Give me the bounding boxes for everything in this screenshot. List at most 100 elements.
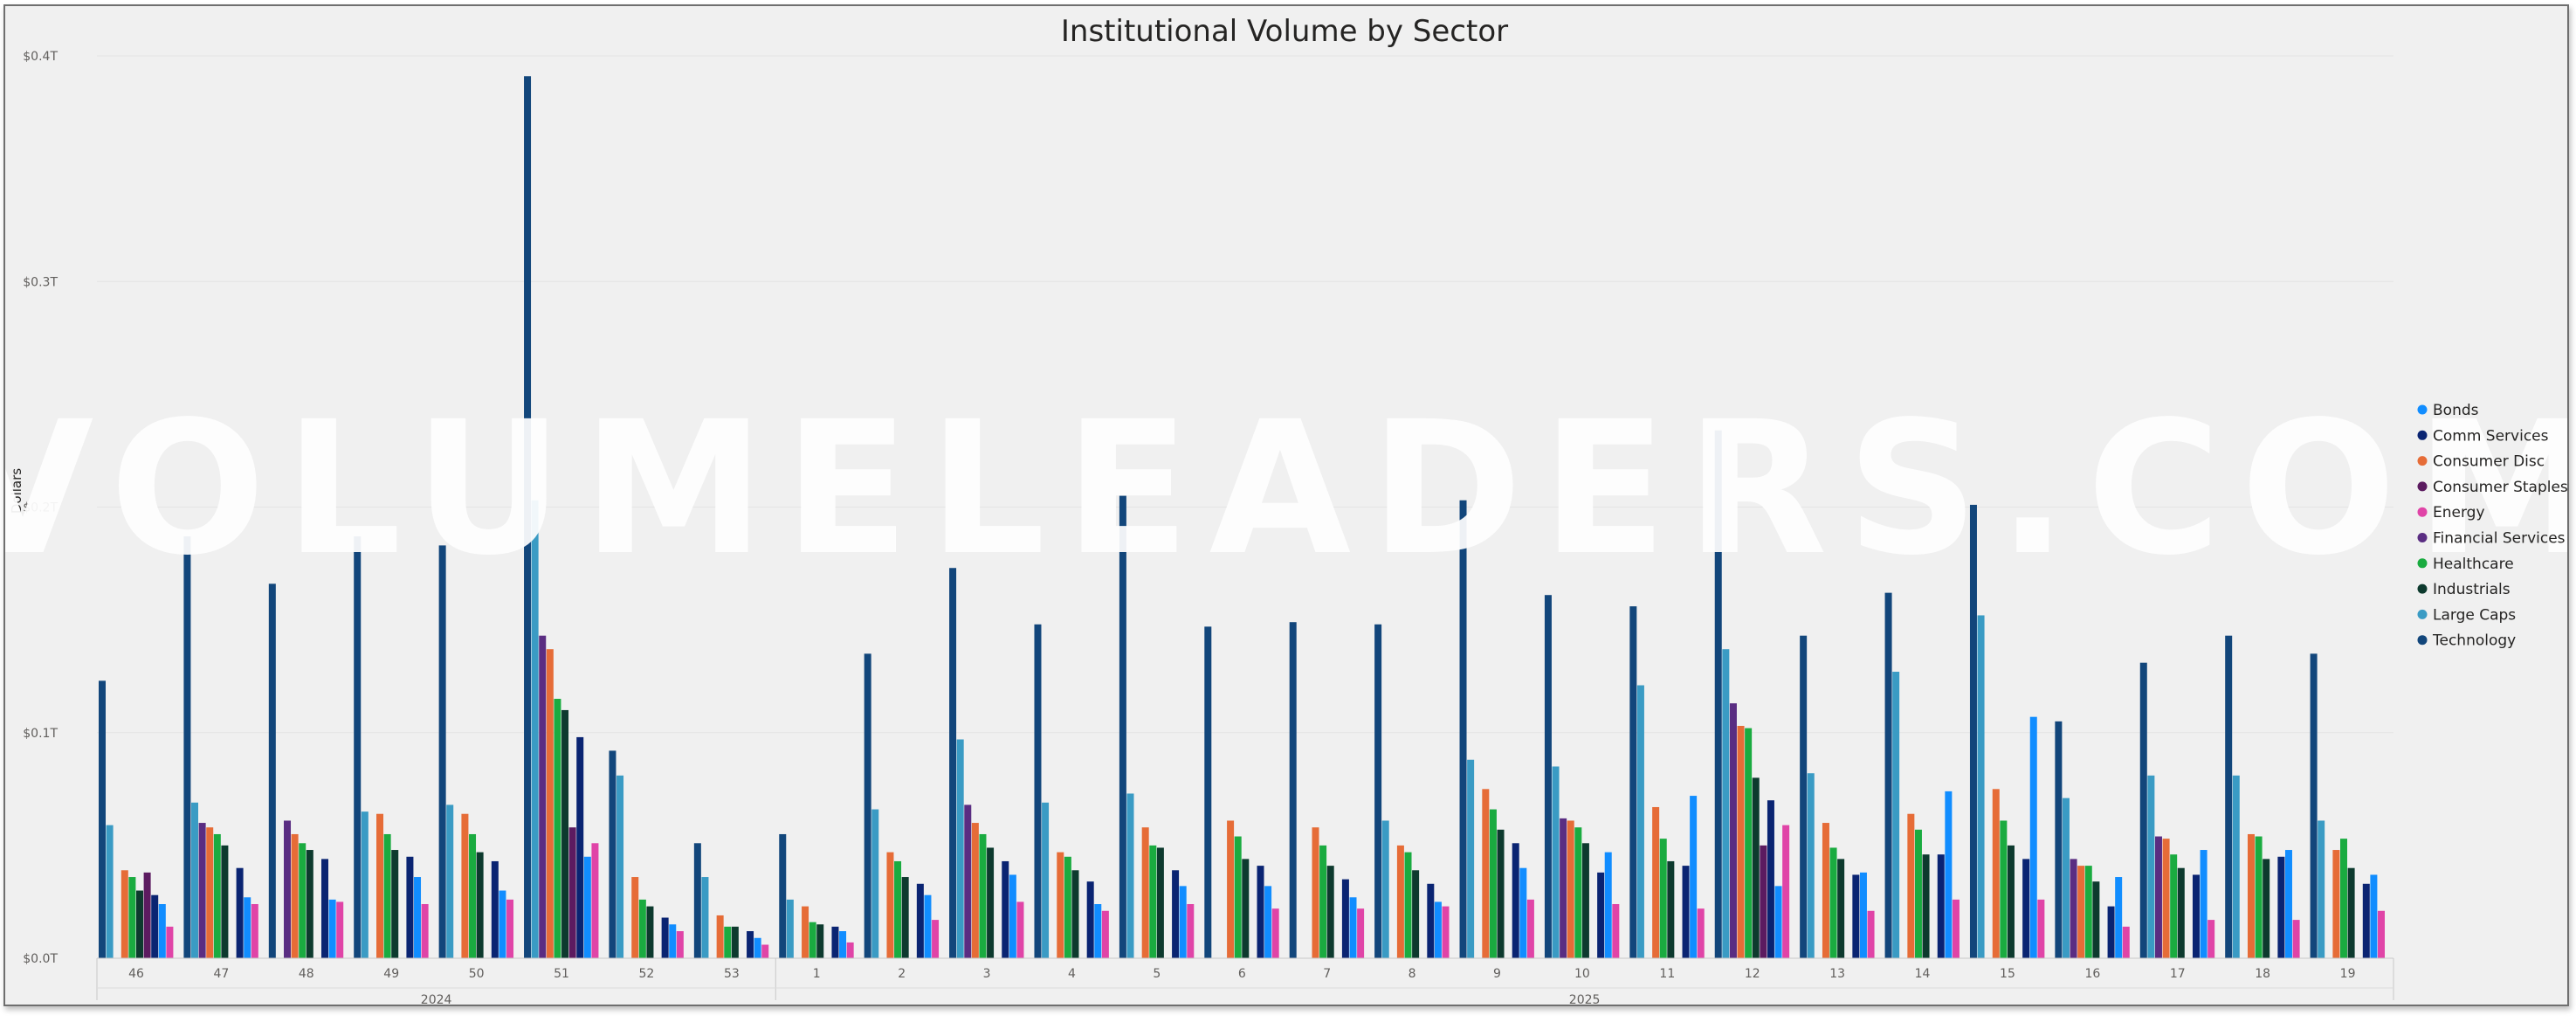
bar-bonds-19[interactable]: Bonds 19: 0.037 xyxy=(2370,874,2378,958)
bar-comm-services-8[interactable]: Comm Services 8: 0.033 xyxy=(1427,883,1435,958)
bar-energy-11[interactable]: Energy 11: 0.022 xyxy=(1697,908,1705,958)
bar-bonds-47[interactable]: Bonds 47: 0.027 xyxy=(244,897,251,958)
bar-comm-services-17[interactable]: Comm Services 17: 0.037 xyxy=(2192,874,2200,958)
bar-bonds-52[interactable]: Bonds 52: 0.015 xyxy=(669,924,677,958)
bar-consumer-staples-12[interactable]: Consumer Staples 12: 0.05 xyxy=(1760,845,1767,958)
bar-consumer-disc-2[interactable]: Consumer Disc 2: 0.047 xyxy=(886,852,894,958)
bar-consumer-disc-5[interactable]: Consumer Disc 5: 0.058 xyxy=(1141,827,1149,958)
bar-comm-services-2[interactable]: Comm Services 2: 0.033 xyxy=(916,883,924,958)
bar-bonds-2[interactable]: Bonds 2: 0.028 xyxy=(924,894,932,958)
bar-energy-15[interactable]: Energy 15: 0.026 xyxy=(2037,899,2045,958)
bar-industrials-14[interactable]: Industrials 14: 0.046 xyxy=(1922,854,1930,958)
bar-large-caps-15[interactable]: Large Caps 15: 0.152 xyxy=(1977,615,1985,958)
bar-energy-18[interactable]: Energy 18: 0.017 xyxy=(2292,920,2300,958)
bar-bonds-1[interactable]: Bonds 1: 0.012 xyxy=(839,931,847,958)
bar-energy-5[interactable]: Energy 5: 0.024 xyxy=(1187,904,1195,958)
bar-large-caps-12[interactable]: Large Caps 12: 0.137 xyxy=(1722,649,1730,958)
bar-healthcare-18[interactable]: Healthcare 18: 0.054 xyxy=(2255,836,2263,958)
bar-energy-53[interactable]: Energy 53: 0.006 xyxy=(761,944,769,958)
bar-consumer-disc-50[interactable]: Consumer Disc 50: 0.064 xyxy=(461,813,469,958)
bar-energy-17[interactable]: Energy 17: 0.017 xyxy=(2208,920,2215,958)
bar-technology-14[interactable]: Technology 14: 0.162 xyxy=(1884,592,1892,958)
bar-bonds-46[interactable]: Bonds 46: 0.024 xyxy=(158,904,166,958)
bar-comm-services-52[interactable]: Comm Services 52: 0.018 xyxy=(661,917,669,958)
bar-bonds-12[interactable]: Bonds 12: 0.032 xyxy=(1774,886,1782,958)
bar-large-caps-13[interactable]: Large Caps 13: 0.082 xyxy=(1807,773,1815,958)
bar-financial-services-51[interactable]: Financial Services 51: 0.143 xyxy=(539,635,547,958)
bar-consumer-disc-4[interactable]: Consumer Disc 4: 0.047 xyxy=(1057,852,1064,958)
bar-bonds-7[interactable]: Bonds 7: 0.027 xyxy=(1349,897,1357,958)
bar-industrials-49[interactable]: Industrials 49: 0.048 xyxy=(391,850,399,958)
legend-item-comm-services[interactable]: Comm Services xyxy=(2417,427,2549,445)
bar-consumer-disc-53[interactable]: Consumer Disc 53: 0.019 xyxy=(716,915,724,958)
bar-industrials-11[interactable]: Industrials 11: 0.043 xyxy=(1667,860,1675,958)
bar-energy-48[interactable]: Energy 48: 0.025 xyxy=(336,901,344,958)
legend-item-financial-services[interactable]: Financial Services xyxy=(2417,530,2566,548)
bar-technology-15[interactable]: Technology 15: 0.201 xyxy=(1969,504,1977,958)
bar-bonds-17[interactable]: Bonds 17: 0.048 xyxy=(2200,850,2208,958)
bar-technology-53[interactable]: Technology 53: 0.051 xyxy=(693,843,701,958)
legend[interactable]: Bonds Comm Services Consumer Disc Consumer … xyxy=(2417,402,2568,650)
bar-bonds-15[interactable]: Bonds 15: 0.107 xyxy=(2029,716,2037,958)
bar-comm-services-13[interactable]: Comm Services 13: 0.037 xyxy=(1852,874,1860,958)
bar-bonds-51[interactable]: Bonds 51: 0.045 xyxy=(583,856,591,958)
bar-energy-46[interactable]: Energy 46: 0.014 xyxy=(166,926,174,958)
bar-large-caps-14[interactable]: Large Caps 14: 0.127 xyxy=(1892,672,1900,958)
bar-consumer-disc-8[interactable]: Consumer Disc 8: 0.05 xyxy=(1396,845,1404,958)
bar-industrials-15[interactable]: Industrials 15: 0.05 xyxy=(2007,845,2015,958)
bar-bonds-50[interactable]: Bonds 50: 0.03 xyxy=(499,890,506,958)
bar-bonds-18[interactable]: Bonds 18: 0.048 xyxy=(2284,850,2292,958)
bar-healthcare-51[interactable]: Healthcare 51: 0.115 xyxy=(554,699,561,958)
bar-financial-services-3[interactable]: Financial Services 3: 0.068 xyxy=(964,804,972,958)
bar-energy-12[interactable]: Energy 12: 0.059 xyxy=(1782,825,1790,958)
bar-healthcare-7[interactable]: Healthcare 7: 0.05 xyxy=(1319,845,1327,958)
bar-consumer-staples-51[interactable]: Consumer Staples 51: 0.058 xyxy=(568,827,576,958)
bar-large-caps-51[interactable]: Large Caps 51: 0.203 xyxy=(531,500,539,958)
bar-industrials-4[interactable]: Industrials 4: 0.039 xyxy=(1071,870,1079,958)
bar-comm-services-10[interactable]: Comm Services 10: 0.038 xyxy=(1597,872,1605,958)
bar-comm-services-5[interactable]: Comm Services 5: 0.039 xyxy=(1172,870,1180,958)
bar-technology-19[interactable]: Technology 19: 0.135 xyxy=(2310,653,2318,958)
bar-industrials-8[interactable]: Industrials 8: 0.039 xyxy=(1412,870,1420,958)
bar-industrials-10[interactable]: Industrials 10: 0.051 xyxy=(1581,843,1589,958)
bar-healthcare-2[interactable]: Healthcare 2: 0.043 xyxy=(894,860,902,958)
bar-large-caps-10[interactable]: Large Caps 10: 0.085 xyxy=(1552,766,1560,958)
bar-consumer-disc-11[interactable]: Consumer Disc 11: 0.067 xyxy=(1652,806,1660,958)
bar-healthcare-46[interactable]: Healthcare 46: 0.036 xyxy=(128,877,136,958)
bar-technology-2[interactable]: Technology 2: 0.135 xyxy=(864,653,871,958)
bar-energy-1[interactable]: Energy 1: 0.007 xyxy=(846,942,854,958)
bar-energy-47[interactable]: Energy 47: 0.024 xyxy=(251,904,258,958)
bar-comm-services-15[interactable]: Comm Services 15: 0.044 xyxy=(2022,859,2030,958)
bar-comm-services-11[interactable]: Comm Services 11: 0.041 xyxy=(1682,866,1690,958)
bar-industrials-1[interactable]: Industrials 1: 0.015 xyxy=(816,924,824,958)
bar-energy-49[interactable]: Energy 49: 0.024 xyxy=(421,904,429,958)
bar-energy-14[interactable]: Energy 14: 0.026 xyxy=(1952,899,1960,958)
bar-industrials-12[interactable]: Industrials 12: 0.08 xyxy=(1752,777,1760,958)
bar-industrials-53[interactable]: Industrials 53: 0.014 xyxy=(731,926,739,958)
bar-industrials-51[interactable]: Industrials 51: 0.11 xyxy=(561,709,569,958)
bar-large-caps-1[interactable]: Large Caps 1: 0.026 xyxy=(786,899,794,958)
bar-technology-8[interactable]: Technology 8: 0.148 xyxy=(1374,624,1382,958)
legend-item-large-caps[interactable]: Large Caps xyxy=(2417,606,2517,624)
bar-healthcare-17[interactable]: Healthcare 17: 0.046 xyxy=(2170,854,2178,958)
bar-industrials-46[interactable]: Industrials 46: 0.03 xyxy=(136,890,143,958)
bar-comm-services-4[interactable]: Comm Services 4: 0.034 xyxy=(1086,881,1094,958)
bar-healthcare-8[interactable]: Healthcare 8: 0.047 xyxy=(1404,852,1412,958)
bar-comm-services-53[interactable]: Comm Services 53: 0.012 xyxy=(747,931,754,958)
bar-large-caps-2[interactable]: Large Caps 2: 0.066 xyxy=(871,809,879,958)
bar-financial-services-10[interactable]: Financial Services 10: 0.062 xyxy=(1560,818,1567,958)
bar-large-caps-50[interactable]: Large Caps 50: 0.068 xyxy=(446,804,454,958)
bar-technology-10[interactable]: Technology 10: 0.161 xyxy=(1544,595,1552,958)
bar-healthcare-11[interactable]: Healthcare 11: 0.053 xyxy=(1659,839,1667,958)
bar-bonds-5[interactable]: Bonds 5: 0.032 xyxy=(1179,886,1187,958)
bar-technology-50[interactable]: Technology 50: 0.183 xyxy=(438,545,446,958)
bar-energy-10[interactable]: Energy 10: 0.024 xyxy=(1612,904,1620,958)
bar-consumer-disc-16[interactable]: Consumer Disc 16: 0.041 xyxy=(2077,866,2085,958)
bar-consumer-disc-17[interactable]: Consumer Disc 17: 0.053 xyxy=(2162,839,2170,958)
bar-healthcare-50[interactable]: Healthcare 50: 0.055 xyxy=(469,833,477,958)
bar-healthcare-12[interactable]: Healthcare 12: 0.102 xyxy=(1745,728,1753,958)
legend-item-industrials[interactable]: Industrials xyxy=(2417,581,2511,598)
bar-comm-services-1[interactable]: Comm Services 1: 0.014 xyxy=(831,926,839,958)
bar-bonds-14[interactable]: Bonds 14: 0.074 xyxy=(1945,791,1953,958)
bar-industrials-48[interactable]: Industrials 48: 0.048 xyxy=(306,850,313,958)
